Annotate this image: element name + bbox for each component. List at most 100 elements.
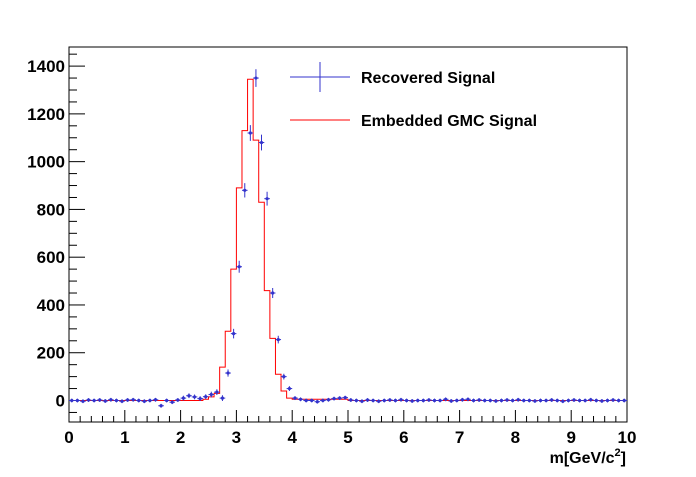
recovered-point [560,399,566,404]
data-point [86,398,91,402]
recovered-point [537,398,544,403]
recovered-point [241,183,248,198]
recovered-point [281,373,287,380]
recovered-point [247,125,254,141]
data-point [315,400,319,404]
data-point [494,399,498,403]
recovered-point [593,398,600,403]
data-point [298,397,303,401]
recovered-point [325,397,332,402]
recovered-point [431,398,438,403]
recovered-point [426,398,432,402]
recovered-point [214,389,220,396]
recovered-point [303,398,309,403]
recovered-point [509,398,516,403]
recovered-point [420,398,427,403]
data-point [271,291,275,295]
data-point [416,398,420,403]
x-axis-title-sup: 2 [615,447,621,459]
x-axis-title: m[GeV/c2] [550,447,626,467]
recovered-point [336,396,343,401]
recovered-point [392,398,399,403]
data-point [505,398,509,402]
recovered-point [398,397,404,402]
recovered-point [520,398,527,403]
data-point [332,396,336,401]
recovered-point [409,399,415,403]
recovered-point [314,399,321,404]
x-axis-ticks [68,410,628,422]
data-point [343,396,347,400]
data-point [75,398,79,403]
recovered-point [543,398,549,403]
data-point [444,397,448,401]
y-tick-label: 1400 [27,57,65,76]
data-point [103,399,107,403]
recovered-point [342,395,348,400]
recovered-point [147,398,153,403]
data-point [170,400,174,404]
recovered-point [621,398,627,403]
data-point [438,398,442,403]
recovered-point [191,394,198,400]
recovered-point [124,398,131,402]
recovered-point [269,288,276,299]
embedded-gmc-line [69,78,627,402]
data-point [399,398,403,402]
data-point [293,396,297,400]
data-point [538,398,543,403]
data-point [310,398,314,403]
x-tick-label: 7 [455,428,464,447]
legend: Recovered Signal Embedded GMC Signal [290,62,537,130]
data-point [282,375,286,379]
recovered-point [403,398,410,403]
data-point [98,398,102,402]
recovered-point [225,369,231,377]
recovered-point [297,397,304,402]
data-point [522,398,526,403]
y-tick-label: 1000 [27,153,65,172]
x-tick-label: 4 [287,428,297,447]
data-point [499,398,504,403]
data-point [427,398,431,402]
recovered-point [582,398,588,403]
data-point [410,399,414,403]
recovered-point [565,398,572,403]
recovered-point [119,399,125,404]
data-point [248,131,252,135]
data-point [460,398,464,402]
recovered-point [169,400,176,405]
recovered-point [364,398,371,402]
data-point [198,396,202,401]
data-point [153,398,158,402]
recovered-point [599,399,605,403]
x-axis-title-suffix: ] [621,450,626,467]
recovered-point [163,398,170,403]
data-point [600,399,604,403]
recovered-point [526,398,533,403]
data-point [527,398,531,403]
data-point [550,398,554,402]
recovered-point [292,396,298,401]
recovered-point [470,398,477,403]
data-point [466,397,470,401]
recovered-point [202,394,209,400]
data-point [561,399,565,403]
recovered-point [459,397,466,402]
recovered-point [576,398,583,403]
data-point [617,398,621,403]
recovered-point [437,398,443,403]
y-tick-label: 1200 [27,105,65,124]
recovered-point [320,398,326,403]
y-axis-ticks [69,53,85,413]
data-point [572,398,576,402]
data-point [404,398,409,403]
data-point [483,398,487,403]
data-point [109,398,113,402]
recovered-point [465,397,471,402]
data-point [516,398,520,402]
data-point [287,386,292,391]
y-tick-label: 600 [37,248,65,267]
data-point [388,398,392,402]
data-point [81,399,85,403]
